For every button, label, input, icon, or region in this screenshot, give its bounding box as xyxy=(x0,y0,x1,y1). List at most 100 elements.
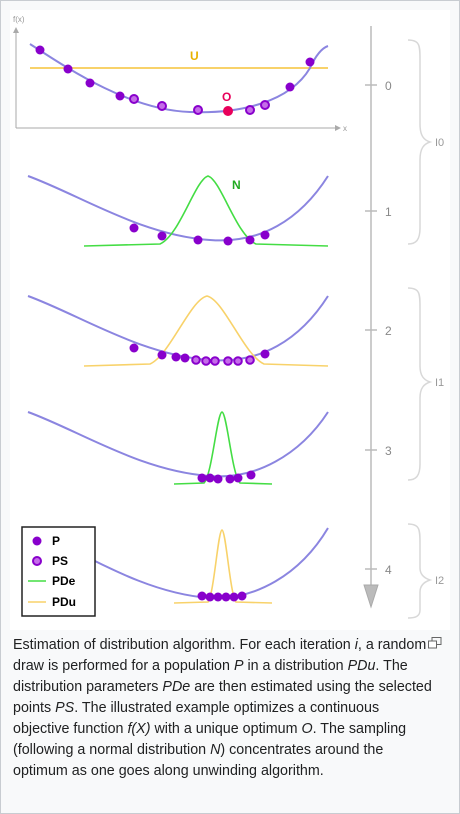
brace-label-i0: I0 xyxy=(435,137,444,149)
selected-point xyxy=(157,101,167,111)
population-point xyxy=(85,78,95,88)
objective-curve xyxy=(27,411,329,478)
selected-point xyxy=(245,105,255,115)
population-point xyxy=(193,235,203,245)
population-point xyxy=(197,591,207,601)
objective-curve xyxy=(29,43,329,114)
population-point xyxy=(129,343,139,353)
estimated-distribution-curve xyxy=(83,175,329,247)
population-point xyxy=(63,64,73,74)
panel-iteration-3 xyxy=(27,411,329,485)
caption-italic-term: PS xyxy=(55,700,75,716)
population-point xyxy=(237,591,247,601)
normal-label: N xyxy=(232,178,241,192)
population-point xyxy=(223,236,233,246)
population-point xyxy=(213,474,223,484)
selected-point xyxy=(233,356,243,366)
timeline-tick-label: 3 xyxy=(385,444,392,458)
population-point xyxy=(205,473,215,483)
caption-italic-term: PDe xyxy=(162,679,191,695)
axes: f(x) x xyxy=(13,15,347,133)
optimum-label: O xyxy=(222,90,231,104)
selected-point xyxy=(260,100,270,110)
legend-label-pde: PDe xyxy=(52,574,76,588)
population-point xyxy=(260,230,270,240)
caption-text: ) concentrates around the optimum as one… xyxy=(13,742,384,779)
selected-point xyxy=(210,356,220,366)
population-point xyxy=(171,352,181,362)
caption-text: Estimation of distribution algorithm. Fo… xyxy=(13,637,355,653)
population-point xyxy=(246,470,256,480)
population-point xyxy=(233,473,243,483)
caption-italic-term: i xyxy=(354,637,358,653)
caption-italic-term: O xyxy=(301,721,313,737)
population-point xyxy=(225,474,235,484)
selected-point xyxy=(201,356,211,366)
panel-iteration-1: N xyxy=(27,175,329,247)
selected-point xyxy=(223,356,233,366)
population-point xyxy=(221,592,231,602)
caption-text: , a random draw is performed for a popul… xyxy=(13,637,427,674)
population-point xyxy=(213,592,223,602)
caption-text: are then estimated using the selected po… xyxy=(13,679,432,716)
panel-iteration-2 xyxy=(27,295,329,367)
figure-caption: Estimation of distribution algorithm. Fo… xyxy=(13,635,433,782)
eda-diagram: f(x) x U xyxy=(13,15,444,619)
brace-i1 xyxy=(407,287,433,481)
panel-iteration-0: U O xyxy=(29,43,329,116)
population-point xyxy=(285,82,295,92)
timeline-tick-label: 1 xyxy=(385,205,392,219)
x-axis-label: x xyxy=(343,124,347,133)
eda-illustration[interactable]: f(x) x U xyxy=(10,10,450,630)
selected-point xyxy=(129,94,139,104)
uniform-label: U xyxy=(190,49,199,63)
population-point xyxy=(260,349,270,359)
brace-i2 xyxy=(407,523,433,619)
legend-label-pdu: PDu xyxy=(52,595,76,609)
uniform-sampling-curve xyxy=(83,295,329,367)
objective-curve xyxy=(27,175,329,242)
population-point xyxy=(305,57,315,67)
population-point xyxy=(245,235,255,245)
caption-italic-term: N xyxy=(210,742,221,758)
population-point xyxy=(157,350,167,360)
timeline-arrow-icon xyxy=(363,584,379,609)
population-point xyxy=(229,592,239,602)
population-point xyxy=(115,91,125,101)
selected-point xyxy=(193,105,203,115)
caption-italic-term: f(X) xyxy=(127,721,151,737)
population-point xyxy=(129,223,139,233)
population-point xyxy=(205,592,215,602)
legend: P PS PDe PDu xyxy=(21,526,96,617)
selected-point xyxy=(191,355,201,365)
caption-text: . The distribution parameters xyxy=(13,658,408,695)
timeline-tick-label: 4 xyxy=(385,563,392,577)
timeline-tick-label: 0 xyxy=(385,79,392,93)
legend-label-ps: PS xyxy=(52,554,68,568)
population-point xyxy=(180,353,190,363)
population-point xyxy=(157,231,167,241)
brace-i0 xyxy=(407,39,433,245)
estimated-distribution-curve xyxy=(173,411,273,485)
timeline-tick-label: 2 xyxy=(385,324,392,338)
caption-text: in a distribution xyxy=(243,658,348,674)
enlarge-icon[interactable] xyxy=(428,637,442,649)
iteration-braces xyxy=(407,39,433,619)
caption-text: . The sampling (following a normal distr… xyxy=(13,721,407,758)
selected-point xyxy=(245,355,255,365)
y-axis-label: f(x) xyxy=(13,15,25,24)
population-point xyxy=(197,473,207,483)
caption-text: . The illustrated example optimizes a co… xyxy=(13,700,380,737)
brace-label-i2: I2 xyxy=(435,575,444,587)
population-point xyxy=(35,45,45,55)
legend-dot-icon xyxy=(32,536,42,546)
optimum-point xyxy=(223,106,233,116)
iteration-timeline: 0 1 2 3 4 xyxy=(363,26,392,609)
uniform-sampling-curve xyxy=(173,529,273,604)
legend-ring-icon xyxy=(32,556,42,566)
objective-curve xyxy=(27,295,329,362)
caption-text: with a unique optimum xyxy=(150,721,302,737)
legend-label-p: P xyxy=(52,534,60,548)
caption-italic-term: PDu xyxy=(347,658,376,674)
